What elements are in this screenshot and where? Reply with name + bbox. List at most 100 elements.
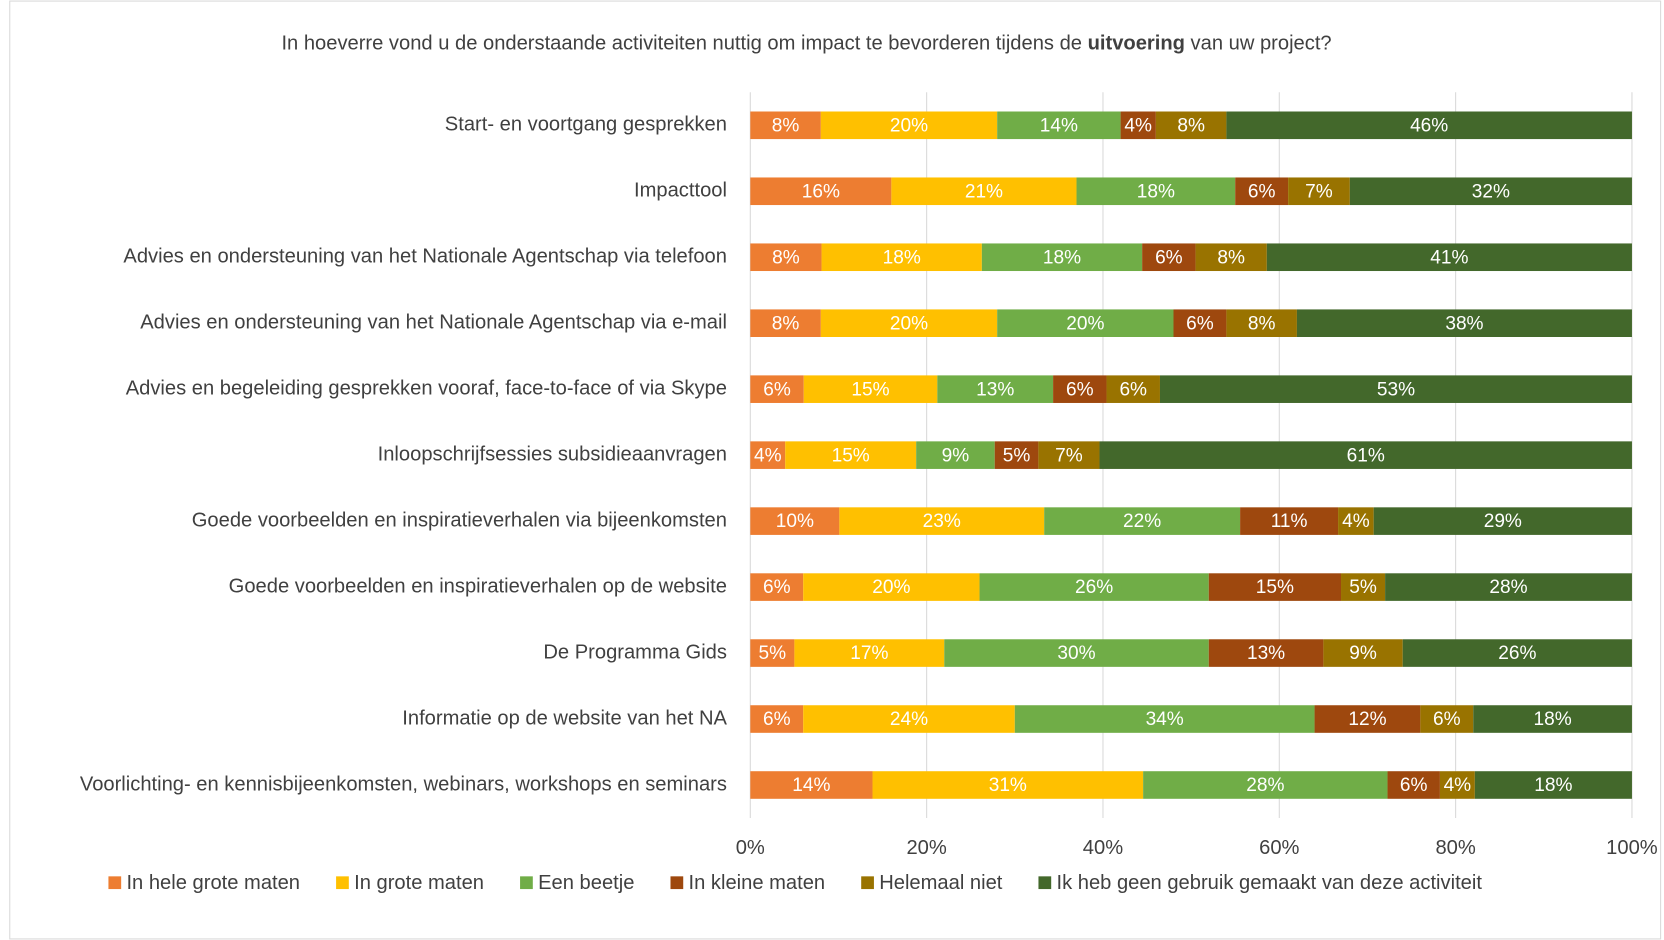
legend-swatch	[108, 876, 122, 890]
value-label: 13%	[976, 379, 1014, 400]
value-label: 20%	[890, 313, 928, 334]
value-label: 18%	[1534, 775, 1572, 796]
bar-segment	[1208, 573, 1342, 601]
bar-segment	[1474, 771, 1632, 799]
value-label: 6%	[1433, 709, 1461, 730]
bar-segment	[1142, 243, 1196, 272]
y-tick-label: De Programma Gids	[543, 641, 727, 663]
bar-segment	[1226, 309, 1297, 337]
x-tick-label: 100%	[1606, 837, 1658, 859]
bar-segment	[750, 309, 821, 337]
bar-segment	[794, 639, 945, 667]
value-label: 6%	[1186, 313, 1214, 334]
bar-segment	[1014, 705, 1315, 733]
bar-segment	[1240, 507, 1339, 535]
value-label: 5%	[1003, 445, 1031, 466]
value-label: 26%	[1498, 643, 1536, 664]
bar-segment	[1387, 771, 1440, 799]
bar-segment	[981, 243, 1143, 272]
value-label: 11%	[1271, 511, 1308, 532]
value-label: 23%	[923, 511, 961, 532]
title-part: van uw project?	[1185, 33, 1332, 55]
value-label: 13%	[1247, 643, 1285, 664]
value-label: 8%	[772, 115, 800, 136]
value-label: 8%	[772, 247, 800, 268]
legend-label: In grote maten	[354, 872, 484, 894]
bar-segment	[820, 111, 998, 140]
value-label: 28%	[1489, 577, 1527, 598]
value-label: 4%	[1444, 775, 1472, 796]
bar-segment	[785, 441, 917, 469]
bar-segment	[994, 441, 1039, 469]
bar-segment	[1385, 573, 1632, 601]
y-tick-label: Advies en ondersteuning van het National…	[123, 246, 727, 268]
y-tick-label: Goede voorbeelden en inspiratieverhalen …	[192, 509, 727, 531]
bar-segment	[750, 573, 804, 601]
bar-segment	[944, 639, 1209, 667]
bar-segment	[750, 441, 786, 469]
value-label: 4%	[754, 445, 782, 466]
value-label: 16%	[802, 181, 840, 202]
bar-segment	[750, 507, 840, 535]
bar-segment	[1473, 705, 1632, 733]
bar-segment	[750, 177, 892, 206]
bar-segment	[1341, 573, 1386, 601]
bar-segment	[891, 177, 1077, 206]
x-tick-label: 20%	[906, 837, 946, 859]
value-label: 18%	[1534, 709, 1572, 730]
value-label: 14%	[792, 775, 830, 796]
x-tick-label: 80%	[1435, 837, 1475, 859]
bar-segment	[1402, 639, 1632, 667]
bar-segment	[1373, 507, 1632, 535]
value-label: 8%	[772, 313, 800, 334]
bar-segment	[1296, 309, 1632, 337]
bar-segment	[997, 309, 1174, 337]
value-label: 22%	[1123, 511, 1161, 532]
legend-label: In hele grote maten	[126, 872, 300, 894]
bar-segment	[750, 243, 822, 272]
value-label: 4%	[1124, 115, 1152, 136]
bar-segment	[803, 705, 1015, 733]
bar-segment	[750, 111, 821, 140]
value-label: 17%	[850, 643, 888, 664]
value-label: 6%	[763, 577, 791, 598]
value-label: 28%	[1246, 775, 1284, 796]
title-bold: uitvoering	[1088, 33, 1185, 55]
x-tick-label: 40%	[1083, 837, 1123, 859]
value-label: 15%	[832, 445, 870, 466]
bar-segment	[750, 375, 804, 403]
bar-segment	[1155, 111, 1227, 140]
legend-label: In kleine maten	[689, 872, 826, 894]
value-label: 24%	[890, 709, 928, 730]
value-label: 8%	[1248, 313, 1276, 334]
legend-label: Ik heb geen gebruik gemaakt van deze act…	[1056, 872, 1482, 894]
y-tick-label: Impacttool	[634, 180, 727, 202]
bar-segment	[1099, 441, 1632, 469]
bar-segment	[997, 111, 1121, 140]
value-label: 18%	[1137, 181, 1175, 202]
legend-swatch	[670, 876, 684, 890]
bar-segment	[1053, 375, 1107, 403]
bar-segment	[750, 771, 873, 799]
bar-segment	[1038, 441, 1100, 469]
value-label: 5%	[759, 643, 787, 664]
bar-segment	[1173, 309, 1227, 337]
value-label: 20%	[1066, 313, 1104, 334]
value-label: 30%	[1057, 643, 1095, 664]
value-label: 6%	[1400, 775, 1428, 796]
value-label: 26%	[1075, 577, 1113, 598]
bar-segment	[1044, 507, 1241, 535]
y-tick-label: Advies en ondersteuning van het National…	[140, 312, 727, 334]
y-tick-label: Voorlichting- en kennisbijeenkomsten, we…	[80, 773, 727, 795]
value-label: 32%	[1472, 181, 1510, 202]
value-label: 46%	[1410, 115, 1448, 136]
value-label: 29%	[1484, 511, 1522, 532]
value-label: 10%	[776, 511, 814, 532]
y-tick-label: Goede voorbeelden en inspiratieverhalen …	[229, 575, 727, 597]
bar-segment	[1159, 375, 1632, 403]
bar-segment	[1338, 507, 1374, 535]
x-tick-label: 0%	[736, 837, 765, 859]
legend-swatch	[1038, 876, 1052, 890]
bar-segment	[820, 309, 998, 337]
